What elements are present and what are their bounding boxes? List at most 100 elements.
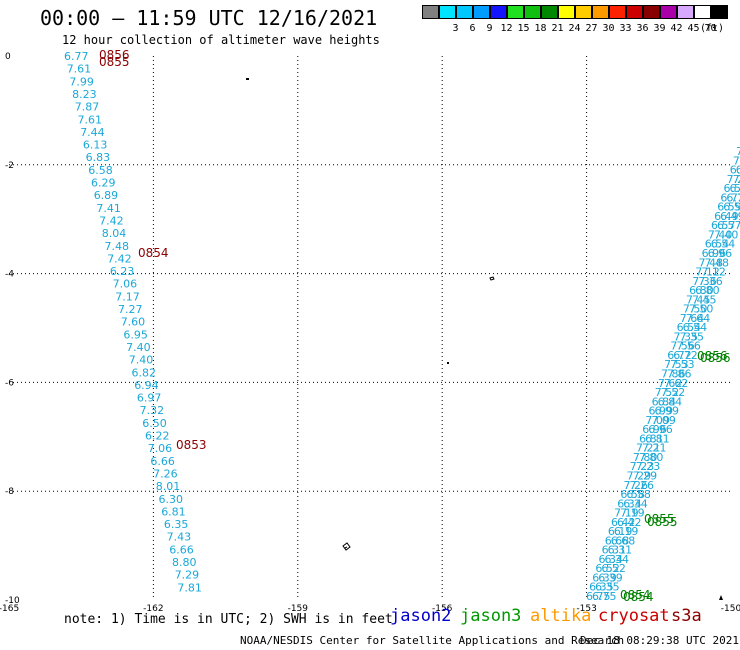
- pass-time-label: 0854: [138, 246, 169, 260]
- scale-swatch: [490, 5, 507, 19]
- swh-value: 7.26: [630, 479, 655, 492]
- swh-value: 7.40: [708, 228, 733, 241]
- swh-value: 6.68: [605, 534, 630, 547]
- mission-label-s3a: s3a: [671, 606, 702, 626]
- swh-value: 6.96: [648, 423, 673, 436]
- scale-label: 15: [517, 23, 530, 34]
- scale-swatch: [660, 5, 677, 19]
- swh-value: 6.52: [595, 562, 620, 575]
- footer-credit: NOAA/NESDIS Center for Satellite Applica…: [240, 634, 625, 647]
- altimeter-tracks: 6.777.617.998.237.877.617.446.136.836.58…: [64, 48, 740, 604]
- scale-swatch: [711, 5, 728, 19]
- lon-label: -159: [288, 604, 309, 614]
- scale-label: 33: [619, 23, 632, 34]
- swh-value: 7.40: [129, 354, 154, 367]
- swh-value: 6.59: [717, 201, 740, 214]
- swh-value: 6.72: [720, 191, 740, 204]
- swh-value: 7.29: [175, 569, 200, 582]
- swh-value: 7.48: [105, 240, 130, 253]
- swh-value: 6.30: [159, 493, 184, 506]
- lat-label: -2: [5, 161, 14, 171]
- lat-label: -8: [5, 487, 14, 497]
- swh-value: 7.41: [96, 202, 121, 215]
- swh-value: 7.23: [630, 460, 655, 473]
- swh-value: 7.86: [667, 368, 692, 381]
- swh-value: 7.53: [670, 358, 695, 371]
- swh-value: 6.49: [714, 210, 739, 223]
- lon-label: -162: [143, 604, 163, 614]
- swh-value: 6.54: [711, 238, 736, 251]
- swh-value: 6.55: [730, 182, 740, 195]
- swh-value: 6.97: [137, 392, 162, 405]
- swh-value: 7.27: [118, 303, 143, 316]
- swh-value: 6.23: [110, 265, 134, 278]
- swh-value: 6.49: [720, 210, 740, 223]
- island-mark: [246, 78, 249, 80]
- scale-label: 30: [602, 23, 615, 34]
- swh-value: 6.96: [702, 247, 727, 260]
- island-mark: [342, 542, 351, 551]
- swh-value: 7.45: [692, 293, 717, 306]
- swh-value: 7.87: [75, 101, 100, 114]
- pass-time-label: 0855: [99, 55, 130, 69]
- scale-label: 9: [486, 23, 493, 34]
- swh-value: 6.57: [717, 219, 740, 232]
- swh-value: 7.09: [645, 414, 670, 427]
- swh-value: 6.83: [86, 151, 111, 164]
- swh-value: 7.99: [69, 75, 94, 88]
- swh-value: 7.36: [698, 275, 723, 288]
- swh-value: 6.22: [145, 430, 170, 443]
- swh-value: 7.40: [126, 341, 151, 354]
- mission-label-cryosat: cryosat: [598, 606, 670, 626]
- swh-value: 6.94: [134, 379, 159, 392]
- scale-swatch: [507, 5, 524, 19]
- swh-value: 6.54: [683, 321, 708, 334]
- pass-time-label: 0853: [176, 438, 207, 452]
- swh-value: 7.17: [115, 290, 140, 303]
- mission-label-jason3: jason3: [460, 606, 522, 626]
- scale-swatch: [609, 5, 626, 19]
- swh-value: 7.44: [80, 126, 105, 139]
- swh-value: 6.57: [711, 219, 736, 232]
- swh-value: 7.43: [739, 154, 740, 167]
- swh-value: 7.26: [153, 467, 178, 480]
- swh-value: 7.80: [639, 451, 664, 464]
- swh-value: 6.52: [601, 562, 626, 575]
- swh-value: 7.56: [676, 340, 701, 353]
- swh-value: 6.96: [642, 423, 667, 436]
- lon-label: -150: [721, 604, 740, 614]
- swh-value: 7.35: [680, 330, 705, 343]
- swh-value: 8.04: [102, 227, 127, 240]
- pass-time-label: 0856: [99, 48, 130, 62]
- swh-value: 7.32: [140, 404, 165, 417]
- lon-label: -165: [0, 604, 19, 614]
- swh-value: 6.19: [614, 525, 639, 538]
- swh-value: 7.64: [686, 312, 711, 325]
- swh-value: 6.75: [592, 590, 617, 603]
- swh-value: 6.55: [724, 182, 740, 195]
- swh-value: 7.43: [733, 154, 740, 167]
- swh-value: 6.66: [169, 543, 194, 556]
- swh-value: 6.84: [658, 395, 683, 408]
- swh-value: 7.23: [636, 460, 661, 473]
- swh-value: 7.60: [121, 316, 146, 329]
- scale-label: 45: [687, 23, 700, 34]
- swh-value: 6.80: [689, 284, 714, 297]
- swh-value: 6.19: [608, 525, 633, 538]
- footer-timestamp: Dec 18 08:29:38 UTC 2021: [580, 634, 739, 647]
- island-mark: [719, 595, 723, 600]
- mission-label-altika: altika: [530, 606, 592, 626]
- scale-swatch: [626, 5, 643, 19]
- swh-value: 7.52: [736, 145, 740, 158]
- swh-value: 8.01: [156, 480, 181, 493]
- scale-swatch: [575, 5, 592, 19]
- swh-value: 7.50: [683, 303, 708, 316]
- scale-swatch: [592, 5, 609, 19]
- swh-value: 7.12: [701, 266, 726, 279]
- swh-value: 6.66: [150, 455, 175, 468]
- scale-label: 12: [500, 23, 513, 34]
- swh-value: 8.23: [72, 88, 97, 101]
- swh-value: 7.35: [674, 330, 699, 343]
- swh-value: 6.58: [626, 488, 651, 501]
